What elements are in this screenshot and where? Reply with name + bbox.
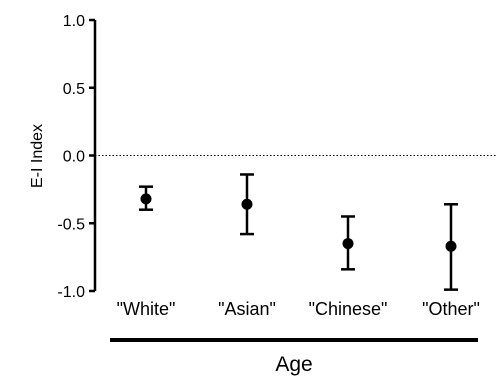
mean-marker [241, 198, 253, 210]
y-axis-title: E-I Index [29, 124, 46, 188]
x-category-label: "Other" [422, 299, 480, 319]
y-axis: 1.0 0.5 0.0 -0.5 -1.0 [57, 13, 97, 301]
y-tick-label: -1.0 [57, 284, 85, 301]
data-points [139, 173, 458, 291]
y-tick-label: 1.0 [63, 13, 85, 30]
y-tick-label: 0.5 [63, 81, 85, 98]
data-point-group [444, 203, 458, 291]
mean-marker [140, 193, 152, 205]
mean-marker [342, 238, 354, 250]
y-tick-label: 0.0 [63, 149, 85, 166]
y-tick-label: -0.5 [57, 216, 85, 233]
data-point-group [341, 215, 355, 271]
x-category-label: "Asian" [218, 299, 276, 319]
x-axis-labels: "White" "Asian" "Chinese" "Other" [117, 299, 480, 319]
x-category-label: "White" [117, 299, 176, 319]
mean-marker [445, 240, 457, 252]
data-point-group [240, 173, 254, 236]
x-category-label: "Chinese" [309, 299, 388, 319]
group-title: Age [275, 353, 312, 376]
data-point-group [139, 185, 153, 211]
